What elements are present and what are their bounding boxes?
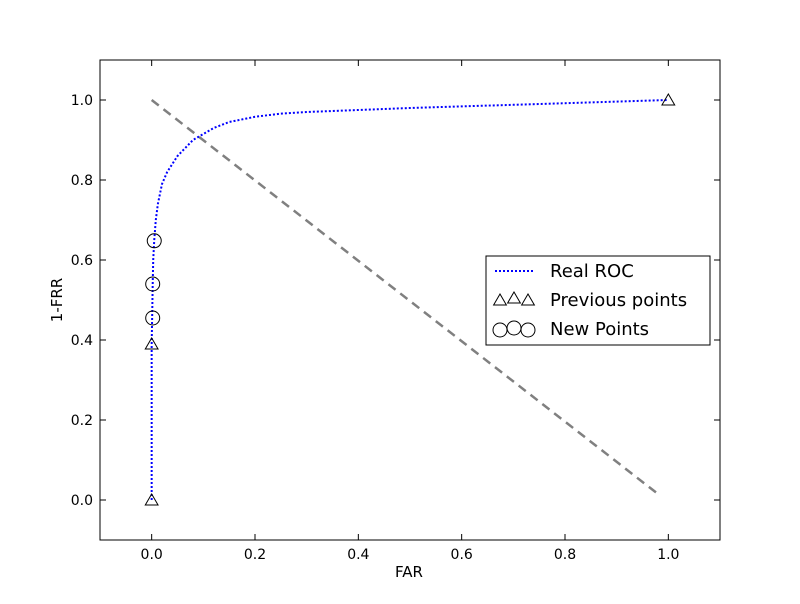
- y-tick-label: 0.4: [71, 333, 93, 349]
- x-tick-label: 0.0: [141, 547, 163, 563]
- legend-triangle-icon: [492, 292, 508, 306]
- axes: 0.0 0.2 0.4 0.6 0.8 1.0 0.0 0.2 0.4 0.6 0.8 1.0: [71, 59, 721, 563]
- axes-frame: [99, 59, 721, 541]
- y-tick-label: 0.0: [71, 493, 93, 509]
- previous-point-marker: [144, 336, 159, 350]
- previous-point-marker: [661, 92, 676, 106]
- previous-point-marker: [144, 492, 159, 506]
- legend-triangle-icon: [506, 290, 522, 304]
- new-point-marker: [146, 233, 162, 249]
- reference-line: [150, 99, 659, 495]
- legend-previous-points-label: Previous points: [550, 290, 687, 311]
- x-axis-label: FAR: [395, 563, 423, 581]
- x-tick-label: 0.6: [451, 547, 473, 563]
- y-axis-label: 1-FRR: [48, 278, 66, 322]
- legend-new-points-label: New Points: [550, 319, 649, 340]
- new-point-marker: [145, 276, 161, 292]
- y-tick-label: 0.8: [71, 173, 93, 189]
- new-point-marker: [145, 310, 161, 326]
- x-tick-label: 1.0: [657, 547, 679, 563]
- legend-circle-icon: [520, 322, 536, 338]
- y-tick-label: 0.2: [71, 413, 93, 429]
- x-tick-label: 0.8: [554, 547, 576, 563]
- y-tick-label: 0.6: [71, 253, 93, 269]
- plot-area: [144, 92, 676, 506]
- legend: Real ROC Previous points New Points: [485, 255, 711, 346]
- legend-real-roc-label: Real ROC: [550, 261, 634, 282]
- x-tick-label: 0.2: [244, 547, 266, 563]
- x-tick-label: 0.4: [347, 547, 369, 563]
- series-real-roc-line: [150, 99, 669, 500]
- legend-triangle-icon: [520, 292, 536, 306]
- y-tick-label: 1.0: [71, 93, 93, 109]
